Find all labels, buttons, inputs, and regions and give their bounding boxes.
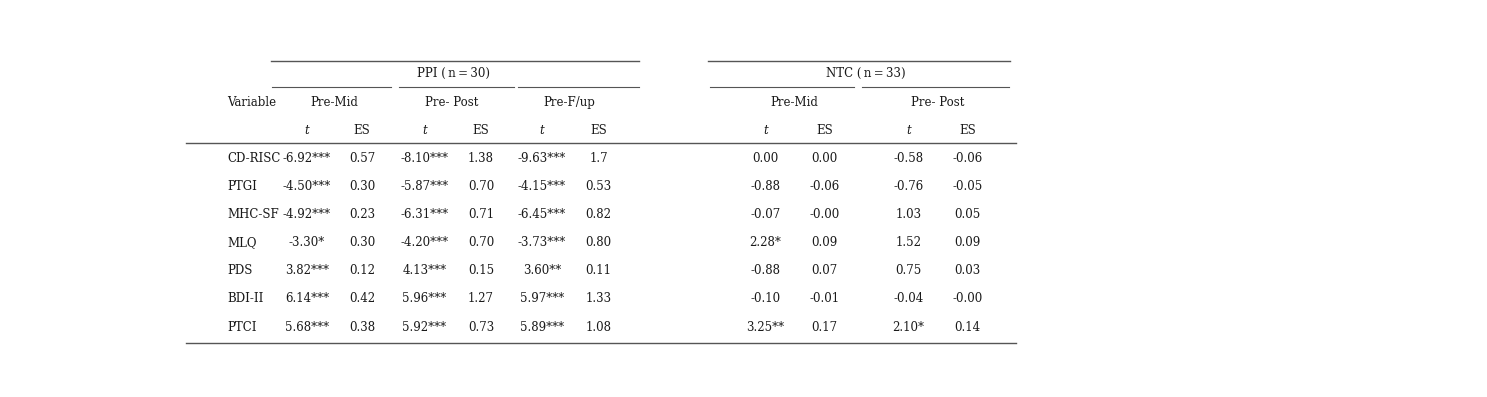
Text: 1.08: 1.08 [586,320,611,333]
Text: 0.03: 0.03 [955,264,980,277]
Text: 2.10*: 2.10* [892,320,925,333]
Text: 3.60**: 3.60** [523,264,561,277]
Text: Pre- Post: Pre- Post [910,96,964,108]
Text: PTGI: PTGI [228,180,257,193]
Text: 0.14: 0.14 [955,320,980,333]
Text: -6.45***: -6.45*** [517,208,567,221]
Text: Pre- Post: Pre- Post [425,96,479,108]
Text: -0.58: -0.58 [894,152,923,165]
Text: -0.07: -0.07 [751,208,781,221]
Text: -0.76: -0.76 [894,180,923,193]
Text: -0.06: -0.06 [809,180,840,193]
Text: PDS: PDS [228,264,253,277]
Text: 0.30: 0.30 [349,180,375,193]
Text: 0.57: 0.57 [349,152,375,165]
Text: 1.03: 1.03 [895,208,922,221]
Text: ES: ES [473,124,489,137]
Text: ES: ES [590,124,607,137]
Text: 3.25**: 3.25** [746,320,785,333]
Text: Variable: Variable [228,96,277,108]
Text: -0.05: -0.05 [952,180,983,193]
Text: 0.17: 0.17 [812,320,837,333]
Text: -6.92***: -6.92*** [283,152,332,165]
Text: -0.06: -0.06 [952,152,983,165]
Text: -9.63***: -9.63*** [517,152,567,165]
Text: 1.7: 1.7 [589,152,608,165]
Text: 0.82: 0.82 [586,208,611,221]
Text: 1.38: 1.38 [468,152,494,165]
Text: -0.88: -0.88 [751,180,781,193]
Text: 0.75: 0.75 [895,264,922,277]
Text: 0.09: 0.09 [955,236,980,249]
Text: 0.70: 0.70 [468,236,494,249]
Text: 0.70: 0.70 [468,180,494,193]
Text: -0.04: -0.04 [894,293,923,305]
Text: 0.42: 0.42 [349,293,375,305]
Text: PTCI: PTCI [228,320,257,333]
Text: 0.30: 0.30 [349,236,375,249]
Text: -4.20***: -4.20*** [400,236,449,249]
Text: 0.05: 0.05 [955,208,980,221]
Text: 0.38: 0.38 [349,320,375,333]
Text: NTC ( n = 33): NTC ( n = 33) [825,67,906,81]
Text: 0.09: 0.09 [812,236,837,249]
Text: 0.71: 0.71 [468,208,494,221]
Text: t: t [540,124,544,137]
Text: 0.73: 0.73 [468,320,494,333]
Text: -3.73***: -3.73*** [517,236,567,249]
Text: -0.00: -0.00 [809,208,840,221]
Text: 2.28*: 2.28* [749,236,782,249]
Text: 1.33: 1.33 [586,293,611,305]
Text: 0.12: 0.12 [349,264,375,277]
Text: 0.23: 0.23 [349,208,375,221]
Text: -5.87***: -5.87*** [400,180,449,193]
Text: 0.11: 0.11 [586,264,611,277]
Text: -4.50***: -4.50*** [283,180,332,193]
Text: 3.82***: 3.82*** [286,264,329,277]
Text: Pre-F/up: Pre-F/up [544,96,596,108]
Text: MHC-SF: MHC-SF [228,208,280,221]
Text: PPI ( n = 30): PPI ( n = 30) [416,67,489,81]
Text: MLQ: MLQ [228,236,257,249]
Text: -0.01: -0.01 [809,293,839,305]
Text: 0.80: 0.80 [586,236,611,249]
Text: BDI-II: BDI-II [228,293,263,305]
Text: 5.92***: 5.92*** [403,320,446,333]
Text: ES: ES [354,124,370,137]
Text: t: t [422,124,427,137]
Text: ES: ES [959,124,975,137]
Text: -8.10***: -8.10*** [400,152,449,165]
Text: Pre-Mid: Pre-Mid [770,96,818,108]
Text: CD-RISC: CD-RISC [228,152,281,165]
Text: -0.00: -0.00 [952,293,983,305]
Text: 0.07: 0.07 [812,264,837,277]
Text: t: t [906,124,912,137]
Text: 0.00: 0.00 [812,152,837,165]
Text: -6.31***: -6.31*** [400,208,449,221]
Text: 4.13***: 4.13*** [403,264,446,277]
Text: 0.00: 0.00 [752,152,779,165]
Text: t: t [763,124,767,137]
Text: 5.68***: 5.68*** [286,320,329,333]
Text: -0.10: -0.10 [751,293,781,305]
Text: 0.15: 0.15 [468,264,494,277]
Text: -0.88: -0.88 [751,264,781,277]
Text: 1.27: 1.27 [468,293,494,305]
Text: ES: ES [816,124,833,137]
Text: 5.89***: 5.89*** [520,320,564,333]
Text: -4.92***: -4.92*** [283,208,332,221]
Text: 1.52: 1.52 [895,236,922,249]
Text: 5.97***: 5.97*** [520,293,564,305]
Text: Pre-Mid: Pre-Mid [311,96,358,108]
Text: -3.30*: -3.30* [288,236,326,249]
Text: 0.53: 0.53 [586,180,611,193]
Text: -4.15***: -4.15*** [517,180,567,193]
Text: 5.96***: 5.96*** [403,293,446,305]
Text: 6.14***: 6.14*** [286,293,329,305]
Text: t: t [305,124,309,137]
